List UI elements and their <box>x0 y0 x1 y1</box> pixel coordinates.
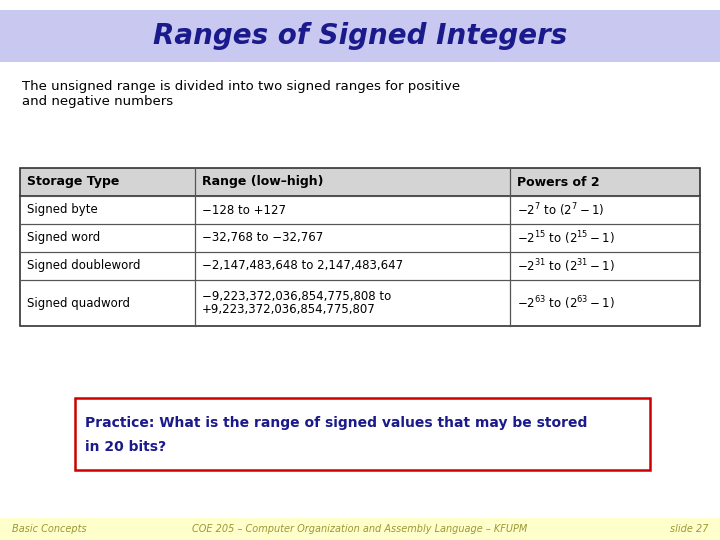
Bar <box>0 10 720 62</box>
Text: Practice: What is the range of signed values that may be stored: Practice: What is the range of signed va… <box>85 416 588 430</box>
Text: Signed byte: Signed byte <box>27 204 98 217</box>
Text: Ranges of Signed Integers: Ranges of Signed Integers <box>153 22 567 50</box>
Bar <box>20 168 700 326</box>
Text: $-2^{7}$ to $(2^{7}-1)$: $-2^{7}$ to $(2^{7}-1)$ <box>517 201 605 219</box>
Text: −32,768 to −32,767: −32,768 to −32,767 <box>202 232 323 245</box>
Text: and negative numbers: and negative numbers <box>22 95 173 108</box>
Text: Basic Concepts: Basic Concepts <box>12 524 86 534</box>
Text: Signed word: Signed word <box>27 232 100 245</box>
Text: −2,147,483,648 to 2,147,483,647: −2,147,483,648 to 2,147,483,647 <box>202 260 403 273</box>
Text: $-2^{63}$ to $(2^{63}-1)$: $-2^{63}$ to $(2^{63}-1)$ <box>517 294 615 312</box>
Text: −9,223,372,036,854,775,808 to: −9,223,372,036,854,775,808 to <box>202 289 391 302</box>
Bar <box>20 168 700 196</box>
Text: $-2^{31}$ to $(2^{31}-1)$: $-2^{31}$ to $(2^{31}-1)$ <box>517 257 615 275</box>
Text: +9,223,372,036,854,775,807: +9,223,372,036,854,775,807 <box>202 303 376 316</box>
Text: Powers of 2: Powers of 2 <box>517 176 600 188</box>
Bar <box>75 398 650 470</box>
Bar <box>0 518 720 540</box>
Text: Storage Type: Storage Type <box>27 176 120 188</box>
Text: Range (low–high): Range (low–high) <box>202 176 323 188</box>
Text: −128 to +127: −128 to +127 <box>202 204 286 217</box>
Text: in 20 bits?: in 20 bits? <box>85 440 166 454</box>
Text: $-2^{15}$ to $(2^{15}-1)$: $-2^{15}$ to $(2^{15}-1)$ <box>517 229 615 247</box>
Text: Signed quadword: Signed quadword <box>27 296 130 309</box>
Text: The unsigned range is divided into two signed ranges for positive: The unsigned range is divided into two s… <box>22 80 460 93</box>
Text: Signed doubleword: Signed doubleword <box>27 260 140 273</box>
Text: slide 27: slide 27 <box>670 524 708 534</box>
Text: COE 205 – Computer Organization and Assembly Language – KFUPM: COE 205 – Computer Organization and Asse… <box>192 524 528 534</box>
